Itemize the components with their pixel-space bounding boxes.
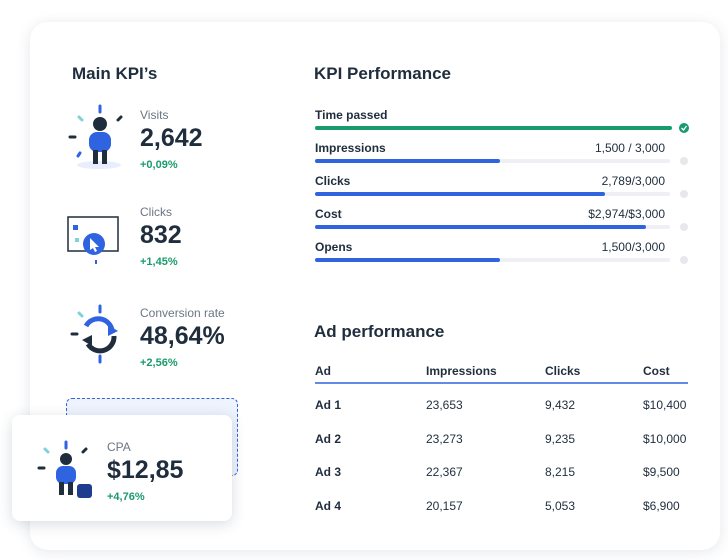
kpi-label: Visits (140, 108, 169, 122)
section-title: Main KPI’s (72, 64, 158, 83)
table-cell: 5,053 (545, 498, 576, 513)
progress-label: Opens (315, 240, 353, 254)
progress-label: Time passed (315, 108, 388, 122)
clicks-icon (67, 216, 119, 264)
table-cell: 20,157 (426, 498, 463, 513)
table-cell: $10,400 (643, 398, 687, 412)
table-cell: $9,500 (643, 465, 680, 479)
progress-dot (680, 223, 688, 231)
progress-bar (315, 258, 500, 262)
visits-icon (68, 104, 123, 169)
kpi-change: +0,09% (140, 159, 178, 171)
kpi-value: $12,85 (107, 456, 184, 484)
kpi-change: +2,56% (140, 357, 178, 369)
progress-value: $2,974/$3,000 (588, 207, 665, 221)
progress-label: Impressions (315, 141, 386, 155)
progress-value: 1,500 / 3,000 (594, 141, 665, 155)
table-cell: $10,000 (643, 431, 687, 446)
table-header: Cost (643, 364, 670, 378)
progress-label: Clicks (315, 174, 351, 188)
table-cell: 9,432 (545, 398, 576, 412)
kpi-value: 832 (140, 221, 182, 249)
progress-value: 1,500/3,000 (601, 240, 665, 254)
section-title: KPI Performance (314, 64, 451, 83)
table-header: Ad (315, 364, 331, 378)
kpi-label: Conversion rate (140, 306, 225, 320)
cpa-icon (37, 440, 92, 498)
conversion-icon (70, 304, 118, 364)
table-cell: 23,653 (426, 398, 463, 412)
progress-bar (315, 159, 500, 163)
kpi-change: +1,45% (140, 256, 178, 268)
kpi-label: CPA (107, 440, 131, 454)
progress-bar (315, 126, 672, 130)
table-cell: 23,273 (426, 431, 463, 446)
table-cell: 8,215 (545, 465, 576, 479)
progress-value: 2,789/3,000 (601, 174, 665, 188)
progress-dot (680, 256, 688, 264)
progress-bar (315, 225, 646, 229)
table-cell: Ad 3 (315, 465, 342, 479)
cpa-card (12, 415, 232, 521)
table-header: Clicks (545, 364, 581, 378)
kpi-value: 2,642 (140, 124, 203, 152)
kpi-change: +4,76% (107, 491, 145, 503)
progress-dot (680, 157, 688, 165)
progress-bar (315, 192, 605, 196)
kpi-value: 48,64% (140, 322, 225, 350)
section-title: Ad performance (314, 322, 445, 341)
check-icon (679, 123, 689, 133)
kpi-label: Clicks (140, 205, 172, 219)
table-cell: Ad 2 (315, 431, 342, 446)
table-cell: Ad 1 (315, 398, 342, 412)
table-cell: Ad 4 (315, 498, 342, 513)
progress-dot (680, 190, 688, 198)
table-header: Impressions (426, 364, 497, 378)
table-cell: 22,367 (426, 465, 463, 479)
progress-label: Cost (315, 207, 342, 221)
table-cell: $6,900 (643, 498, 680, 513)
table-cell: 9,235 (545, 431, 576, 446)
